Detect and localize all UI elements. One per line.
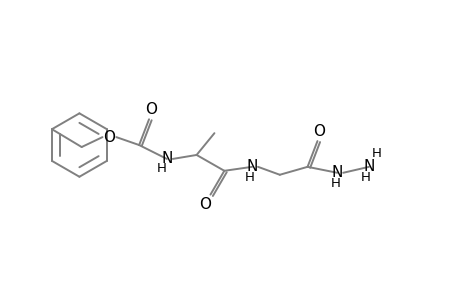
Text: N: N [161, 152, 172, 166]
Text: N: N [363, 159, 374, 174]
Text: H: H [245, 171, 254, 184]
Text: H: H [157, 162, 167, 175]
Text: O: O [145, 102, 157, 117]
Text: H: H [371, 148, 381, 160]
Text: N: N [331, 165, 342, 180]
Text: N: N [246, 159, 257, 174]
Text: H: H [360, 171, 370, 184]
Text: O: O [103, 130, 115, 145]
Text: H: H [330, 177, 340, 190]
Text: O: O [199, 197, 211, 212]
Text: O: O [313, 124, 325, 139]
